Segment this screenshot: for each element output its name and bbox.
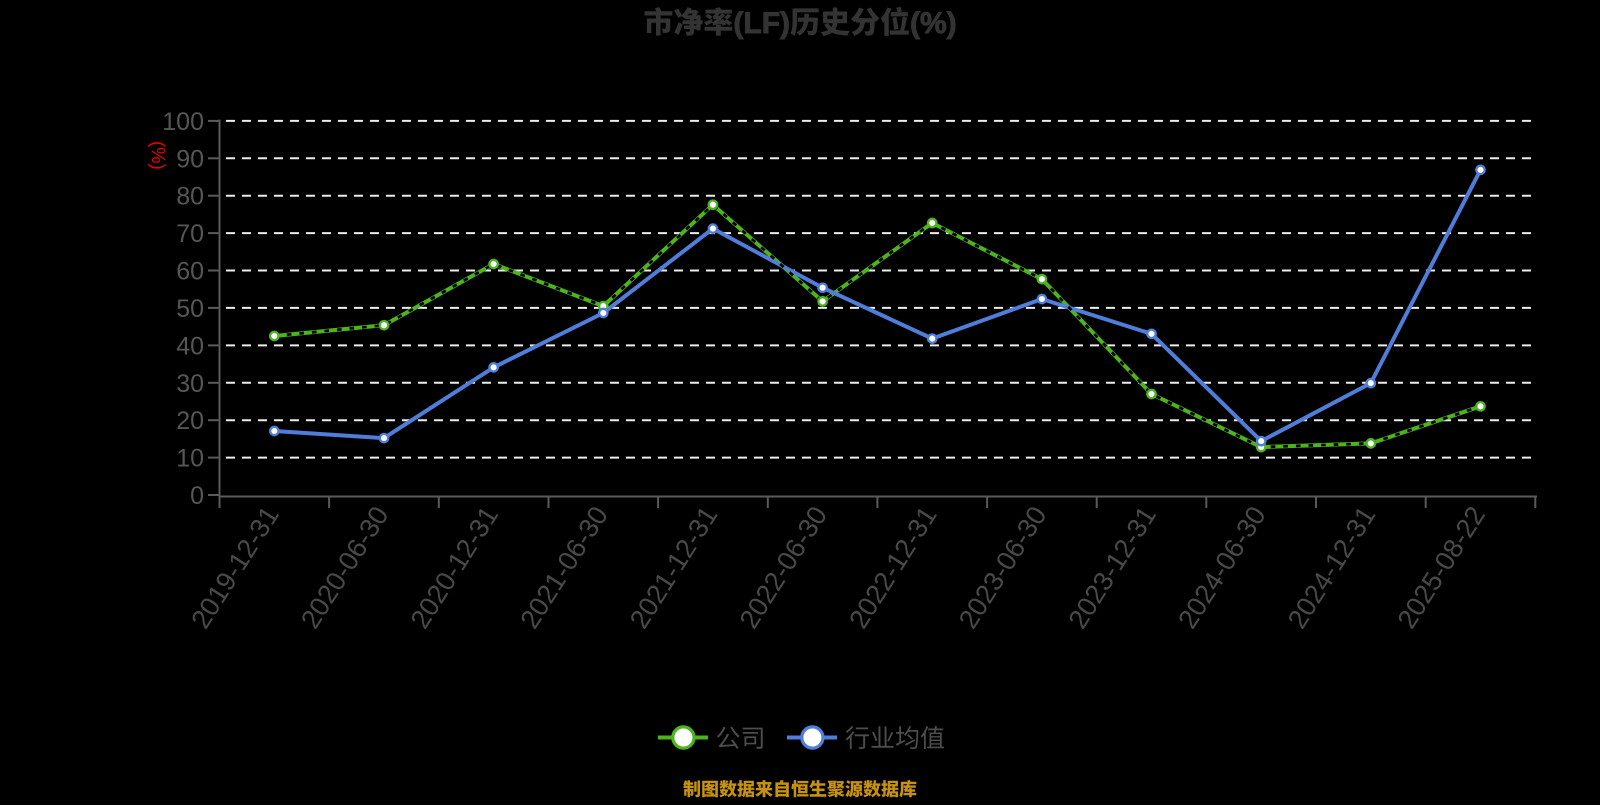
svg-text:100: 100 xyxy=(162,108,204,136)
svg-text:(LF): (LF) xyxy=(733,7,790,40)
svg-text:(%): (%) xyxy=(910,7,957,40)
svg-text:(%): (%) xyxy=(148,141,169,170)
svg-text:60: 60 xyxy=(176,258,204,286)
svg-text:20: 20 xyxy=(176,407,204,435)
svg-text:0: 0 xyxy=(190,482,204,510)
svg-text:50: 50 xyxy=(176,295,204,323)
svg-text:30: 30 xyxy=(176,370,204,398)
svg-text:40: 40 xyxy=(176,332,204,360)
svg-text:80: 80 xyxy=(176,183,204,211)
svg-text:90: 90 xyxy=(176,145,204,173)
svg-text:70: 70 xyxy=(176,220,204,248)
svg-text:10: 10 xyxy=(176,445,204,473)
